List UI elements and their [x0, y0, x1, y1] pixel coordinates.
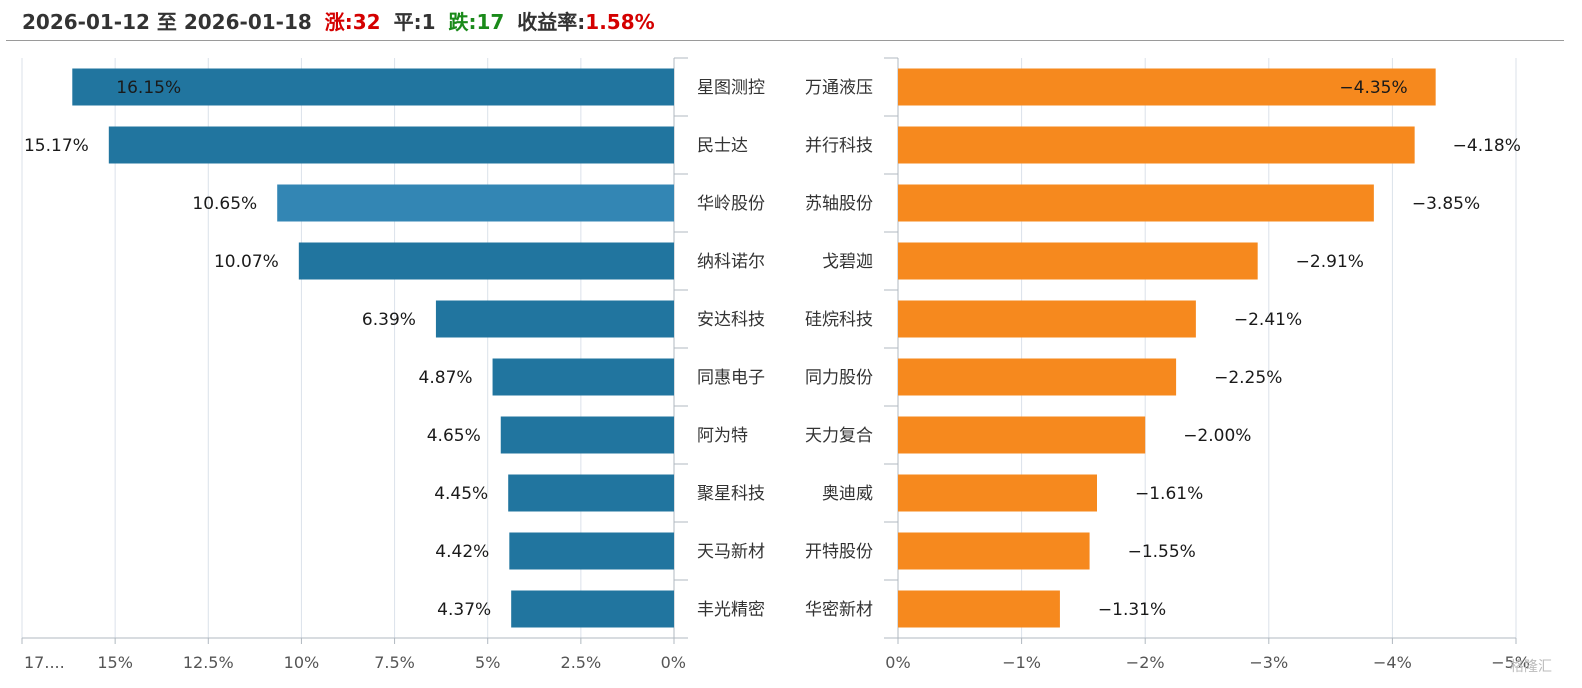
gain-value-label: 16.15%: [116, 78, 181, 98]
loss-category-label: 奥迪威: [822, 484, 873, 504]
left-x-tick-label: 10%: [284, 653, 320, 672]
gain-value-label: 4.42%: [435, 542, 489, 562]
gain-category-label: 聚星科技: [697, 484, 765, 504]
gain-category-label: 同惠电子: [697, 368, 765, 388]
gain-bar: [511, 590, 674, 628]
loss-bar: [898, 242, 1258, 280]
return-rate: 收益率:1.58%: [517, 10, 655, 34]
gain-category-label: 安达科技: [697, 310, 765, 330]
loss-value-label: −1.61%: [1135, 484, 1203, 504]
loss-value-label: −1.55%: [1128, 542, 1196, 562]
gain-category-label: 星图测控: [697, 78, 765, 98]
gain-value-label: 4.37%: [437, 600, 491, 620]
loss-category-label: 苏轴股份: [805, 194, 873, 214]
gain-bar: [492, 358, 674, 396]
gain-value-label: 15.17%: [24, 136, 89, 156]
loss-category-label: 天力复合: [805, 426, 873, 446]
gain-value-label: 4.65%: [427, 426, 481, 446]
right-x-tick-label: −4%: [1373, 653, 1412, 672]
loss-category-label: 硅烷科技: [805, 310, 873, 330]
loss-value-label: −2.41%: [1234, 310, 1302, 330]
loss-category-label: 并行科技: [805, 136, 873, 156]
right-x-tick-label: −1%: [1002, 653, 1041, 672]
gain-bar: [277, 184, 674, 222]
left-x-tick-label: 0%: [661, 653, 686, 672]
loss-value-label: −3.85%: [1412, 194, 1480, 214]
down-count-badge: 跌:17: [448, 10, 505, 34]
loss-bar: [898, 532, 1090, 570]
loss-value-label: −2.91%: [1296, 252, 1364, 272]
gain-value-label: 6.39%: [362, 310, 416, 330]
right-x-tick-label: −2%: [1126, 653, 1165, 672]
left-x-tick-label: 7.5%: [374, 653, 415, 672]
gain-category-label: 华岭股份: [697, 194, 765, 214]
loss-bar: [898, 474, 1097, 512]
left-x-tick-label: 5%: [475, 653, 500, 672]
right-x-tick-label: −3%: [1249, 653, 1288, 672]
gain-category-label: 阿为特: [697, 426, 748, 446]
loss-category-label: 华密新材: [805, 600, 873, 620]
loss-value-label: −2.00%: [1183, 426, 1251, 446]
loss-category-label: 万通液压: [805, 78, 873, 98]
loss-value-label: −4.35%: [1339, 78, 1407, 98]
gain-bar: [298, 242, 674, 280]
gain-value-label: 4.45%: [434, 484, 488, 504]
loss-category-label: 戈碧迦: [822, 252, 873, 272]
gain-category-label: 民士达: [697, 136, 748, 156]
header-divider: [6, 40, 1564, 41]
gain-bar: [108, 126, 674, 164]
gain-bar: [500, 416, 674, 454]
up-count-badge: 涨:32: [324, 10, 381, 34]
date-range: 2026-01-12 至 2026-01-18: [22, 10, 312, 34]
gain-bar: [508, 474, 674, 512]
loss-bar: [898, 416, 1146, 454]
left-x-tick-label: 17....: [24, 653, 65, 672]
loss-bar: [898, 358, 1177, 396]
loss-category-label: 开特股份: [805, 542, 873, 562]
gain-bar: [435, 300, 674, 338]
left-x-tick-label: 15%: [97, 653, 133, 672]
right-x-tick-label: 0%: [885, 653, 910, 672]
loss-bar: [898, 184, 1374, 222]
gain-value-label: 10.65%: [192, 194, 257, 214]
loss-value-label: −2.25%: [1214, 368, 1282, 388]
left-x-tick-label: 2.5%: [561, 653, 602, 672]
loss-value-label: −1.31%: [1098, 600, 1166, 620]
gain-bar: [509, 532, 674, 570]
loss-value-label: −4.18%: [1453, 136, 1521, 156]
left-x-tick-label: 12.5%: [183, 653, 234, 672]
gain-category-label: 纳科诺尔: [697, 252, 765, 272]
summary-header: 2026-01-12 至 2026-01-18 涨:32 平:1 跌:17 收益…: [22, 6, 661, 38]
gain-bar: [72, 68, 675, 106]
gain-value-label: 4.87%: [419, 368, 473, 388]
gain-category-label: 天马新材: [697, 542, 765, 562]
loss-bar: [898, 68, 1436, 106]
flat-count-badge: 平:1: [393, 10, 436, 34]
gain-category-label: 丰光精密: [697, 600, 765, 620]
gain-value-label: 10.07%: [214, 252, 279, 272]
loss-bar: [898, 126, 1415, 164]
watermark-logo: 格隆汇: [1510, 659, 1552, 675]
right-x-tick-label: −5%: [1491, 653, 1530, 672]
loss-bar: [898, 590, 1060, 628]
loss-bar: [898, 300, 1196, 338]
loss-category-label: 同力股份: [805, 368, 873, 388]
